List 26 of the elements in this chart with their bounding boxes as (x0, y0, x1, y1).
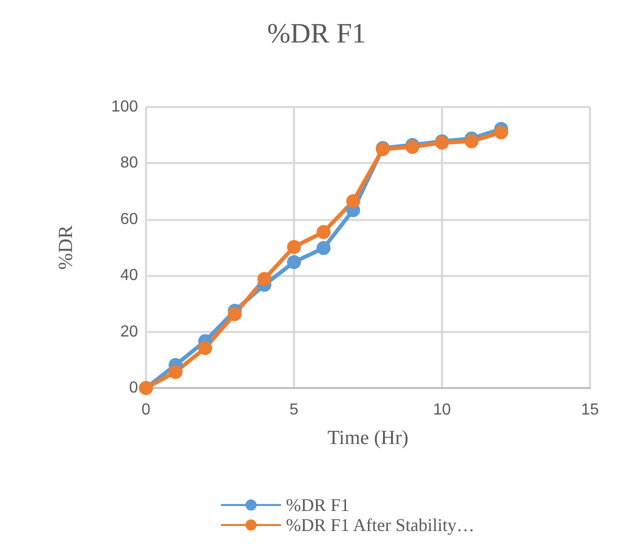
point (168, 364, 183, 379)
chart-title: %DR F1 (267, 18, 366, 50)
x-tick-label: 5 (290, 402, 299, 418)
point (464, 134, 479, 148)
x-tick-label: 15 (581, 402, 599, 418)
point (198, 341, 212, 356)
point (494, 125, 508, 140)
y-tick-label: 40 (120, 267, 138, 284)
point (346, 194, 360, 208)
y-tick-label: 0 (129, 380, 138, 396)
y-axis-title: %DR (55, 224, 77, 270)
y-tick-label: 60 (120, 210, 138, 228)
y-tick-label: 100 (111, 98, 138, 116)
y-tick-label: 80 (120, 154, 138, 172)
point (316, 225, 331, 240)
legend-label: %DR F1 (286, 495, 350, 515)
y-tick-label: 20 (120, 323, 138, 340)
x-tick-label: 10 (433, 402, 451, 418)
point (287, 255, 301, 270)
point (228, 307, 242, 322)
legend-label: %DR F1 After Stability… (286, 515, 474, 535)
point (257, 272, 272, 286)
x-tick-label: 0 (142, 402, 151, 418)
point (287, 240, 301, 254)
point (316, 241, 331, 256)
x-axis-title: Time (Hr) (328, 427, 408, 449)
